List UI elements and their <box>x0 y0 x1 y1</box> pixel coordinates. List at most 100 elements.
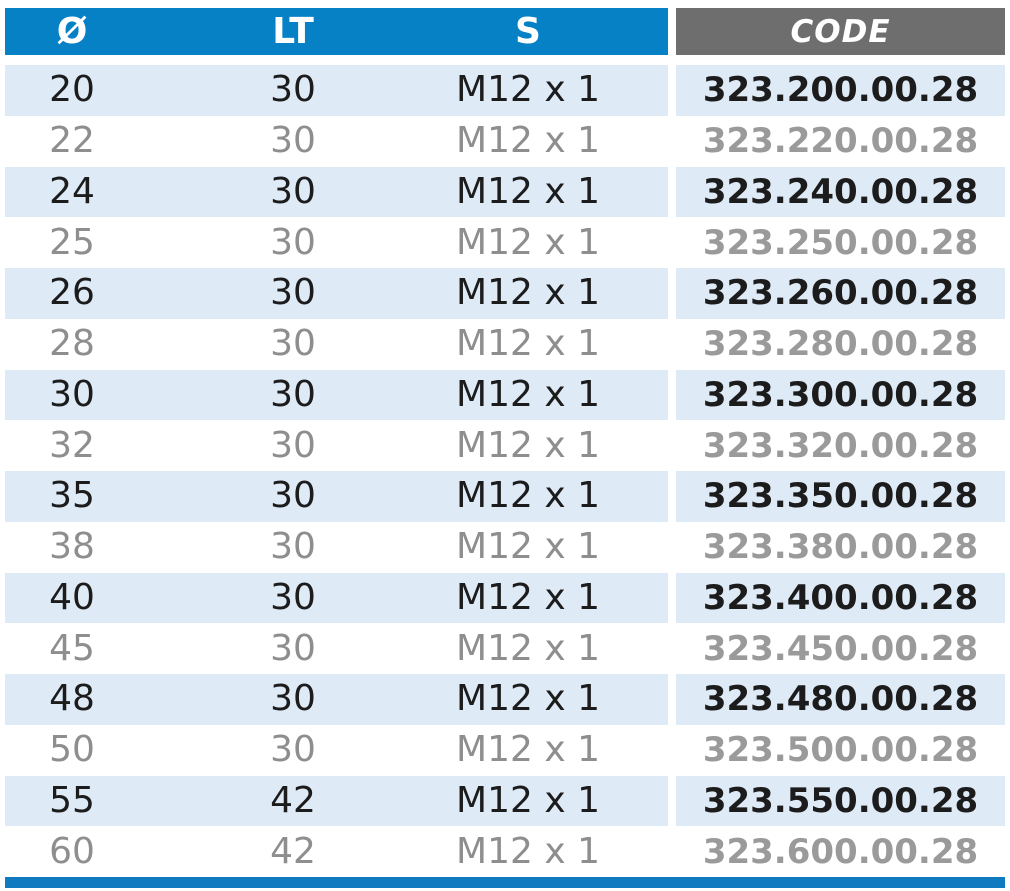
column-gutter <box>668 471 676 522</box>
table-row: 48 30 M12 x 1 323.480.00.28 <box>5 674 1005 725</box>
cell-code: 323.300.00.28 <box>676 369 1005 421</box>
header-left-block: Ø LT S <box>5 8 668 55</box>
table-row: 24 30 M12 x 1 323.240.00.28 <box>5 166 1005 218</box>
table-row: 28 30 M12 x 1 323.280.00.28 <box>5 318 1005 370</box>
cell-s: M12 x 1 <box>456 424 600 466</box>
cell-s: M12 x 1 <box>456 779 600 821</box>
cell-s: M12 x 1 <box>456 221 600 263</box>
row-left-block: 40 30 M12 x 1 <box>5 572 668 624</box>
cell-code: 323.350.00.28 <box>676 471 1005 522</box>
cell-diameter: 50 <box>49 729 95 771</box>
row-left-block: 35 30 M12 x 1 <box>5 471 668 522</box>
row-left-block: 60 42 M12 x 1 <box>5 826 668 877</box>
column-gutter <box>668 65 676 116</box>
header-s: S <box>515 10 541 52</box>
cell-code: 323.260.00.28 <box>676 268 1005 319</box>
cell-code: 323.500.00.28 <box>676 724 1005 776</box>
column-gutter <box>668 8 676 55</box>
row-left-block: 30 30 M12 x 1 <box>5 369 668 421</box>
cell-lt: 30 <box>270 120 316 162</box>
row-left-block: 22 30 M12 x 1 <box>5 115 668 167</box>
cell-s: M12 x 1 <box>456 526 600 568</box>
cell-lt: 42 <box>270 830 316 872</box>
cell-code: 323.450.00.28 <box>676 623 1005 674</box>
table-row: 38 30 M12 x 1 323.380.00.28 <box>5 521 1005 573</box>
column-gutter <box>668 724 676 776</box>
row-left-block: 50 30 M12 x 1 <box>5 724 668 776</box>
row-left-block: 26 30 M12 x 1 <box>5 268 668 319</box>
cell-code: 323.200.00.28 <box>676 65 1005 116</box>
cell-code: 323.320.00.28 <box>676 420 1005 471</box>
cell-code: 323.280.00.28 <box>676 318 1005 370</box>
row-left-block: 20 30 M12 x 1 <box>5 65 668 116</box>
cell-lt: 30 <box>270 69 316 111</box>
cell-diameter: 60 <box>49 830 95 872</box>
table-row: 25 30 M12 x 1 323.250.00.28 <box>5 217 1005 268</box>
column-gutter <box>668 623 676 674</box>
cell-code: 323.250.00.28 <box>676 217 1005 268</box>
cell-lt: 30 <box>270 424 316 466</box>
column-gutter <box>668 268 676 319</box>
column-gutter <box>668 115 676 167</box>
column-gutter <box>668 166 676 218</box>
column-gutter <box>668 318 676 370</box>
cell-diameter: 24 <box>49 170 95 212</box>
cell-s: M12 x 1 <box>456 120 600 162</box>
row-left-block: 24 30 M12 x 1 <box>5 166 668 218</box>
cell-diameter: 22 <box>49 120 95 162</box>
cell-diameter: 40 <box>49 576 95 618</box>
cell-s: M12 x 1 <box>456 678 600 720</box>
cell-diameter: 32 <box>49 424 95 466</box>
table-row: 30 30 M12 x 1 323.300.00.28 <box>5 369 1005 421</box>
row-left-block: 45 30 M12 x 1 <box>5 623 668 674</box>
cell-lt: 42 <box>270 779 316 821</box>
table-row: 50 30 M12 x 1 323.500.00.28 <box>5 724 1005 776</box>
cell-diameter: 38 <box>49 526 95 568</box>
column-gutter <box>668 826 676 877</box>
cell-diameter: 45 <box>49 627 95 669</box>
table-row: 45 30 M12 x 1 323.450.00.28 <box>5 623 1005 674</box>
table-row: 32 30 M12 x 1 323.320.00.28 <box>5 420 1005 471</box>
cell-code: 323.240.00.28 <box>676 166 1005 218</box>
row-left-block: 28 30 M12 x 1 <box>5 318 668 370</box>
column-gutter <box>668 674 676 725</box>
cell-diameter: 26 <box>49 272 95 314</box>
cell-lt: 30 <box>270 576 316 618</box>
row-left-block: 55 42 M12 x 1 <box>5 775 668 827</box>
cell-s: M12 x 1 <box>456 576 600 618</box>
table-row: 40 30 M12 x 1 323.400.00.28 <box>5 572 1005 624</box>
cell-diameter: 25 <box>49 221 95 263</box>
cell-s: M12 x 1 <box>456 69 600 111</box>
cell-lt: 30 <box>270 272 316 314</box>
table-row: 35 30 M12 x 1 323.350.00.28 <box>5 471 1005 522</box>
header-lt: LT <box>272 10 314 52</box>
cell-diameter: 28 <box>49 323 95 365</box>
cell-lt: 30 <box>270 627 316 669</box>
column-gutter <box>668 369 676 421</box>
header-diameter: Ø <box>56 10 88 52</box>
cell-lt: 30 <box>270 729 316 771</box>
cell-lt: 30 <box>270 170 316 212</box>
row-left-block: 32 30 M12 x 1 <box>5 420 668 471</box>
cell-s: M12 x 1 <box>456 830 600 872</box>
cell-lt: 30 <box>270 373 316 415</box>
row-left-block: 38 30 M12 x 1 <box>5 521 668 573</box>
cell-diameter: 48 <box>49 678 95 720</box>
column-gutter <box>668 572 676 624</box>
cell-code: 323.550.00.28 <box>676 775 1005 827</box>
cell-code: 323.400.00.28 <box>676 572 1005 624</box>
column-gutter <box>668 521 676 573</box>
cell-s: M12 x 1 <box>456 272 600 314</box>
cell-lt: 30 <box>270 221 316 263</box>
cell-s: M12 x 1 <box>456 373 600 415</box>
header-code: CODE <box>676 8 1005 55</box>
table-body: 20 30 M12 x 1 323.200.00.28 22 30 M12 x … <box>5 65 1005 877</box>
cell-lt: 30 <box>270 526 316 568</box>
table-row: 60 42 M12 x 1 323.600.00.28 <box>5 826 1005 877</box>
cell-diameter: 35 <box>49 475 95 517</box>
bottom-accent-bar <box>5 877 1005 888</box>
table-row: 22 30 M12 x 1 323.220.00.28 <box>5 115 1005 167</box>
cell-diameter: 20 <box>49 69 95 111</box>
cell-s: M12 x 1 <box>456 627 600 669</box>
column-gutter <box>668 217 676 268</box>
